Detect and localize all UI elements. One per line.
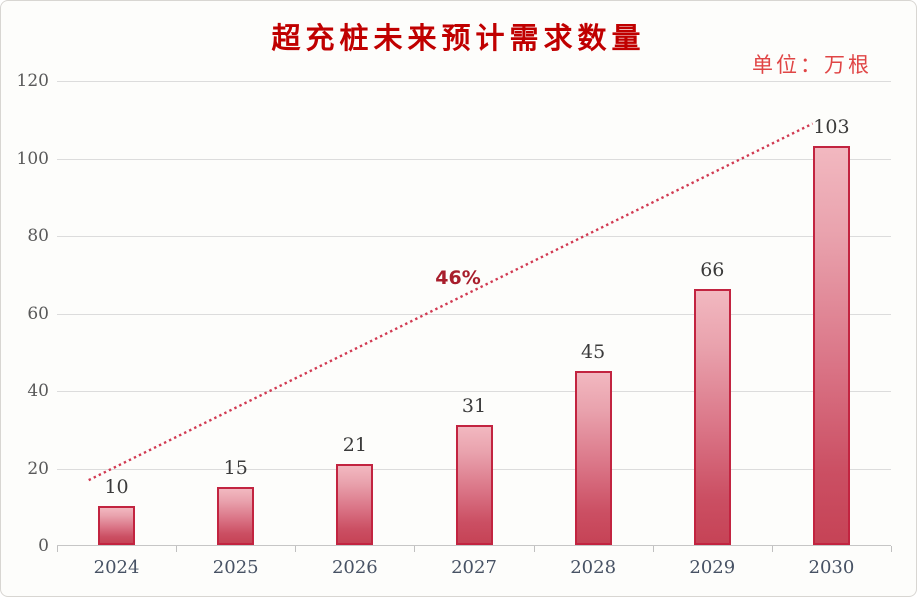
bar-value-label: 31 (461, 395, 487, 417)
bar-2025 (217, 487, 255, 545)
bar-value-label: 15 (223, 457, 248, 479)
unit-label: 单位：万根 (752, 53, 872, 77)
bar-2030 (812, 146, 850, 545)
x-axis-line (57, 545, 891, 546)
y-axis-label: 100 (16, 148, 49, 169)
bar-value-label: 66 (700, 259, 725, 281)
y-axis-label: 120 (16, 71, 49, 91)
x-axis-label: 2028 (570, 557, 617, 578)
axis-tick (414, 546, 416, 552)
bar-2026 (336, 464, 374, 545)
y-axis-label: 40 (27, 381, 49, 401)
axis-tick (176, 546, 178, 552)
gridline (57, 391, 891, 392)
bar-2029 (693, 289, 731, 545)
bar-2024 (98, 506, 136, 545)
plot-area: 10 2024 15 2025 21 2026 31 2027 45 2028 66 2029 103 2… (57, 81, 892, 578)
bar-value-label: 21 (342, 434, 367, 456)
x-axis-label: 2029 (689, 557, 736, 578)
gridline (57, 158, 891, 160)
bar-value-label: 45 (581, 341, 606, 363)
bar-value-label: 103 (813, 116, 850, 138)
axis-tick (652, 546, 654, 552)
growth-rate-label: 46% (435, 267, 481, 289)
bar-2027 (455, 425, 493, 545)
x-axis-label: 2027 (451, 557, 497, 578)
axis-tick (295, 546, 297, 552)
bar-value-label: 10 (104, 476, 129, 498)
gridline (57, 236, 891, 237)
y-axis-label: 20 (27, 458, 49, 479)
y-axis-label: 80 (27, 226, 49, 246)
x-axis-label: 2030 (808, 557, 855, 578)
y-axis-label: 0 (38, 536, 49, 556)
x-axis-label: 2026 (331, 557, 378, 578)
gridline (57, 81, 891, 82)
bar-2028 (574, 371, 612, 545)
axis-tick (57, 546, 58, 552)
x-axis-label: 2024 (93, 557, 140, 578)
axis-tick (891, 546, 892, 552)
axis-tick (533, 546, 535, 552)
x-axis-label: 2025 (212, 557, 259, 578)
y-axis-label: 60 (27, 303, 49, 324)
chart-title: 超充桩未来预计需求数量 (271, 21, 646, 55)
gridline (57, 313, 891, 315)
axis-tick (771, 546, 773, 552)
